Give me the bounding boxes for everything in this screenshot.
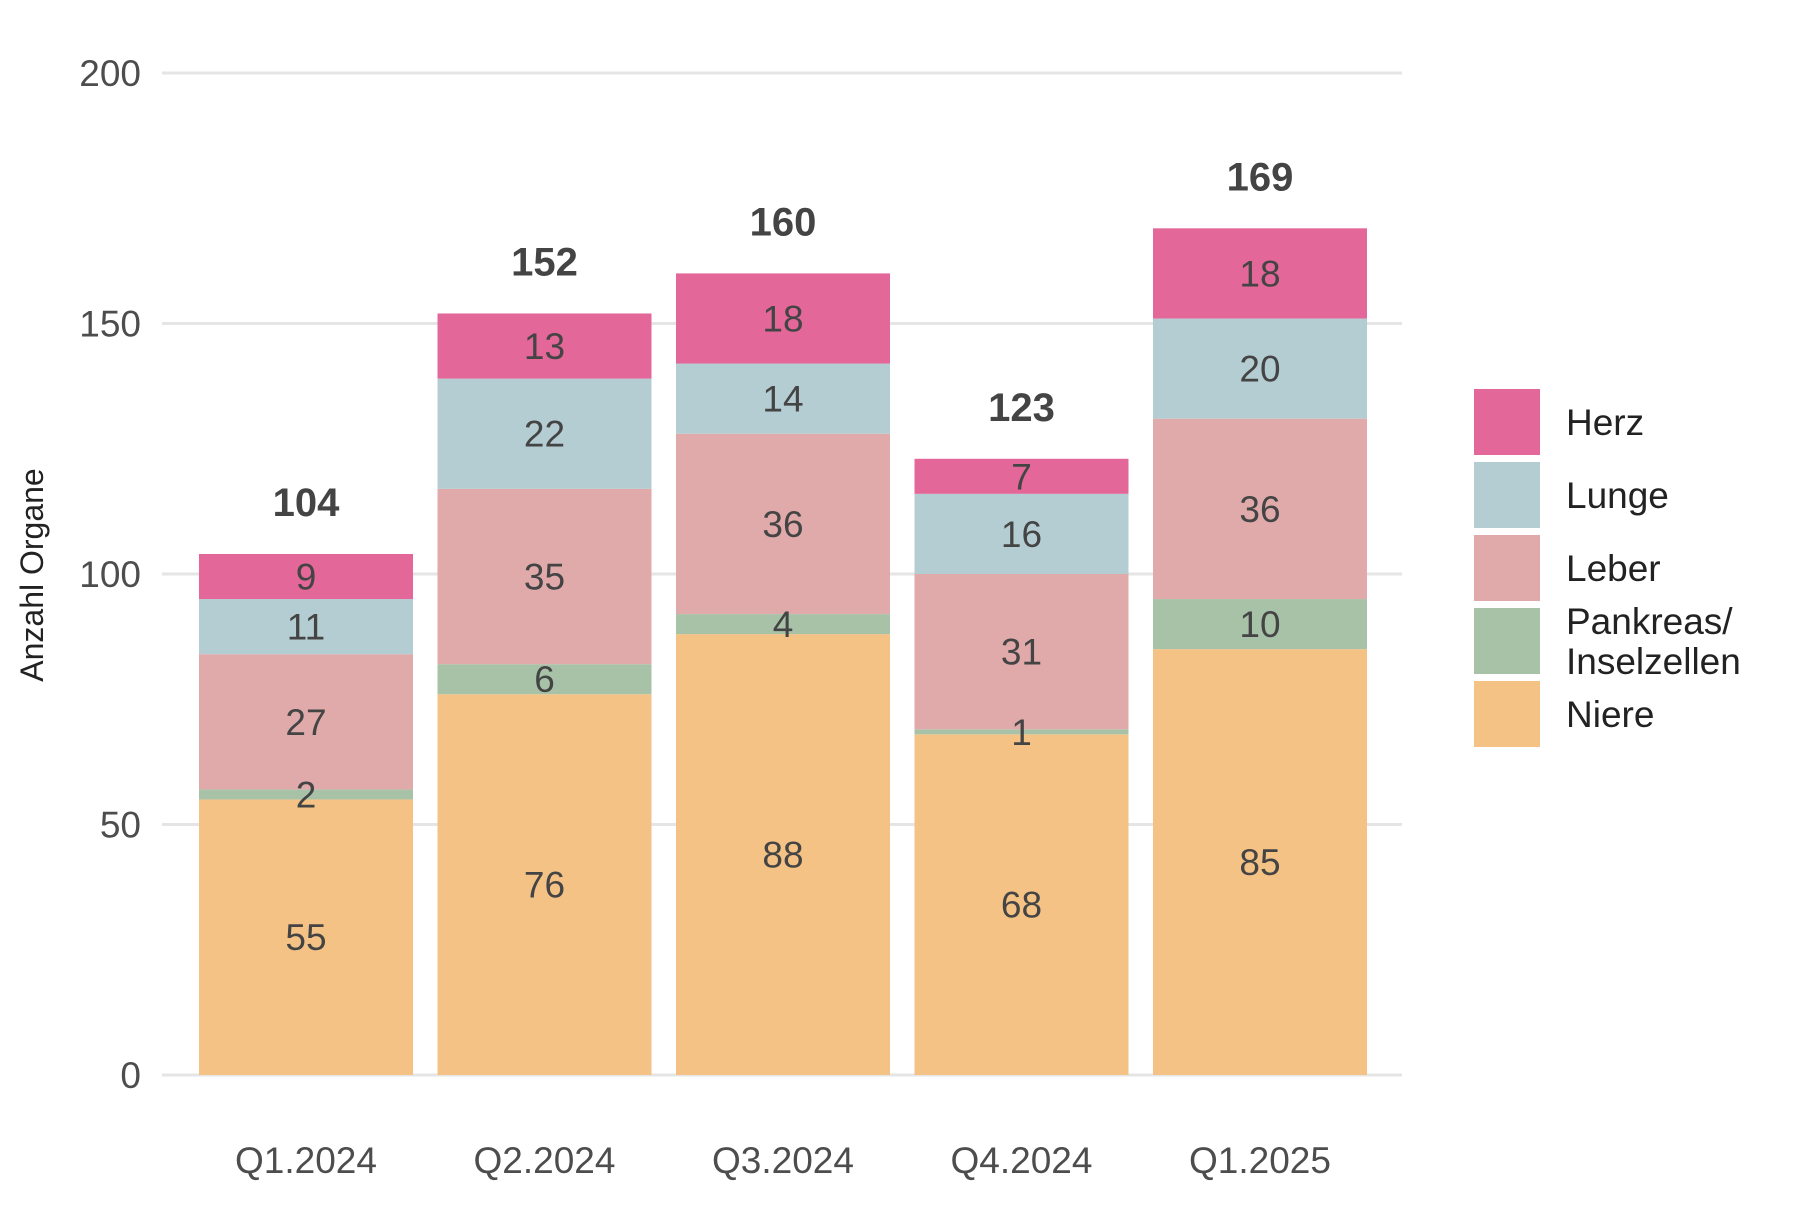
segment-value-label: 27 <box>285 702 326 743</box>
bar-segment <box>676 273 890 364</box>
bars <box>199 228 1367 1075</box>
segment-value-label: 36 <box>762 504 803 545</box>
segment-value-label: 7 <box>1011 456 1032 497</box>
bar-segment <box>1153 599 1367 650</box>
y-axis-title: Anzahl Organe <box>14 468 50 681</box>
x-tick-label: Q4.2024 <box>951 1140 1093 1181</box>
legend-label: Inselzellen <box>1566 641 1741 682</box>
y-tick-label: 200 <box>79 53 141 94</box>
legend-key <box>1474 535 1540 601</box>
segment-value-label: 13 <box>524 326 565 367</box>
bar-segment <box>437 488 652 665</box>
x-tick-label: Q3.2024 <box>712 1140 854 1181</box>
segment-value-label: 35 <box>524 557 565 598</box>
bar-segment <box>199 654 413 790</box>
segment-value-label: 1 <box>1011 712 1032 753</box>
bar-segment <box>676 363 890 434</box>
total-labels: 104 152 160 123 169 <box>273 155 1294 525</box>
bar-segment <box>676 634 890 1075</box>
segment-value-label: 31 <box>1001 632 1042 673</box>
x-tick-label: Q2.2024 <box>474 1140 616 1181</box>
segment-value-label: 55 <box>285 917 326 958</box>
bar-segment <box>914 458 1129 494</box>
y-tick-label: 150 <box>79 304 141 345</box>
segment-value-label: 4 <box>773 604 794 645</box>
bar-segment <box>1153 418 1367 600</box>
segment-value-label: 88 <box>762 835 803 876</box>
segment-value-label: 68 <box>1001 885 1042 926</box>
legend: Herz Lunge Leber Pankreas/Inselzellen Niere <box>1474 389 1741 747</box>
total-value-label: 104 <box>273 481 340 525</box>
segment-value-label: 6 <box>534 659 555 700</box>
total-value-label: 160 <box>750 200 817 244</box>
legend-label: Leber <box>1566 548 1661 589</box>
total-value-label: 152 <box>511 240 578 284</box>
legend-key <box>1474 681 1540 747</box>
bar-segment <box>1153 649 1367 1075</box>
bar-segment <box>199 789 413 800</box>
bar-segment <box>437 664 652 695</box>
bar-segment <box>676 614 890 635</box>
y-tick-label: 0 <box>120 1055 141 1096</box>
bar-segment <box>914 574 1129 730</box>
x-tick-label: Q1.2024 <box>235 1140 377 1181</box>
legend-key <box>1474 462 1540 528</box>
total-value-label: 123 <box>988 386 1055 430</box>
segment-value-label: 16 <box>1001 514 1042 555</box>
segment-value-label: 9 <box>296 557 317 598</box>
bar-segment <box>199 553 413 600</box>
bar-segment <box>1153 318 1367 419</box>
bar-segment <box>437 313 652 379</box>
segment-value-label: 14 <box>762 379 803 420</box>
axes: Anzahl Organe 0 50 100 150 200 Q1.2024 Q2.2024… <box>14 53 1331 1181</box>
segment-value-label: 85 <box>1239 842 1280 883</box>
y-tick-label: 100 <box>79 554 141 595</box>
segment-value-label: 11 <box>287 607 325 648</box>
segment-value-label: 76 <box>524 865 565 906</box>
segment-value-label: 18 <box>1239 253 1280 294</box>
segment-value-label: 10 <box>1239 604 1280 645</box>
legend-key <box>1474 608 1540 674</box>
x-tick-label: Q1.2025 <box>1189 1140 1331 1181</box>
segment-labels: 55 2 27 11 9 76 6 35 22 13 88 4 36 14 18 68 1 31 16 7 85 10 36… <box>285 253 1280 958</box>
legend-label: Lunge <box>1566 475 1669 516</box>
bar-segment <box>914 729 1129 735</box>
bar-segment <box>1153 228 1367 319</box>
bar-segment <box>914 734 1129 1075</box>
bar-segment <box>437 378 652 489</box>
bar-segment <box>914 493 1129 574</box>
legend-label: Pankreas/ <box>1566 601 1733 642</box>
segment-value-label: 2 <box>296 774 317 815</box>
bar-segment <box>676 433 890 615</box>
legend-key <box>1474 389 1540 455</box>
segment-value-label: 22 <box>524 414 565 455</box>
segment-value-label: 20 <box>1239 349 1280 390</box>
bar-segment <box>199 799 413 1075</box>
segment-value-label: 36 <box>1239 489 1280 530</box>
legend-label: Herz <box>1566 402 1644 443</box>
legend-label: Niere <box>1566 694 1654 735</box>
bar-segment <box>437 694 652 1075</box>
bar-segment <box>199 599 413 655</box>
segment-value-label: 18 <box>762 298 803 339</box>
total-value-label: 169 <box>1227 155 1294 199</box>
y-tick-label: 50 <box>100 805 141 846</box>
